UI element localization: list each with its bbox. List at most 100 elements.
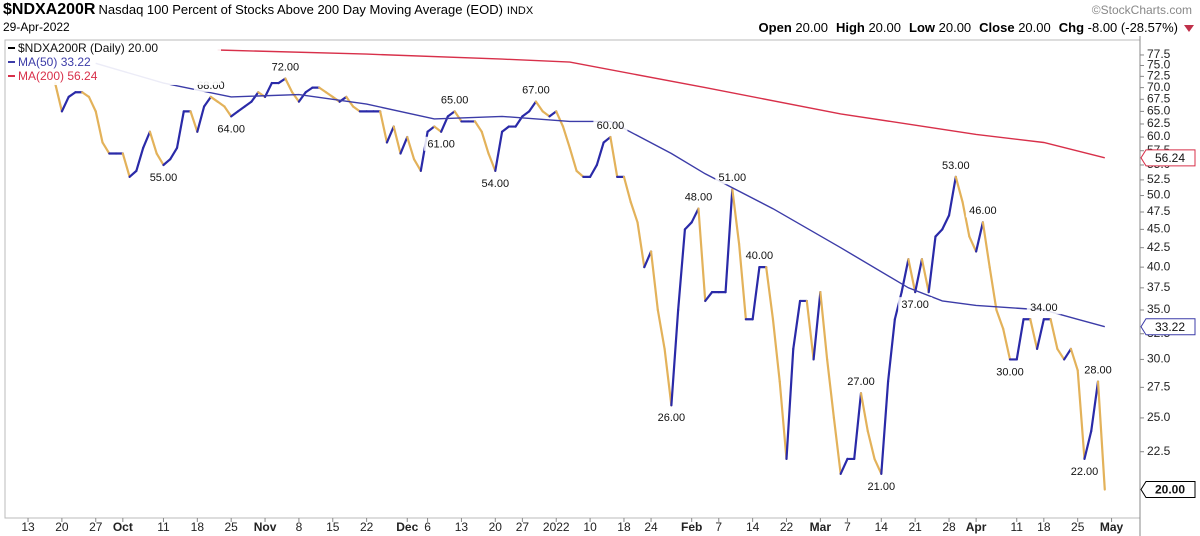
price-segment bbox=[907, 258, 917, 294]
quote-name: Low bbox=[909, 20, 935, 35]
price-segment bbox=[521, 110, 531, 118]
price-segment bbox=[981, 221, 991, 269]
price-segment bbox=[351, 105, 361, 113]
price-segment bbox=[318, 86, 328, 94]
price-segment bbox=[121, 152, 131, 178]
price-segment bbox=[880, 380, 890, 475]
price-segment bbox=[209, 95, 219, 103]
quote-name: Open bbox=[758, 20, 792, 35]
price-segment bbox=[1035, 318, 1045, 351]
last-value-tag: 56.24 bbox=[1140, 149, 1196, 167]
price-segment bbox=[473, 120, 483, 133]
price-segment bbox=[737, 242, 747, 321]
quote-percent: (-28.57%) bbox=[1120, 20, 1178, 35]
y-tick-label: 22.5 bbox=[1147, 444, 1171, 458]
last-value-tag: 33.22 bbox=[1140, 318, 1196, 336]
price-segment bbox=[900, 258, 910, 294]
price-segment bbox=[1015, 318, 1025, 361]
date: 29-Apr-2022 bbox=[3, 20, 70, 34]
price-segment bbox=[304, 86, 314, 94]
price-segment bbox=[785, 347, 795, 461]
annotation-box bbox=[424, 136, 459, 151]
y-tick-label: 62.5 bbox=[1147, 116, 1171, 130]
x-tick-label: 8 bbox=[296, 520, 303, 534]
menu-arrow[interactable] bbox=[1184, 25, 1194, 32]
price-segment bbox=[771, 318, 781, 383]
x-tick-label: 7 bbox=[844, 520, 851, 534]
price-segment bbox=[412, 158, 422, 172]
price-segment bbox=[677, 228, 687, 312]
tag-label: 33.22 bbox=[1155, 320, 1185, 334]
price-segment bbox=[128, 169, 138, 178]
x-tick-label: 27 bbox=[516, 520, 530, 534]
price-segment bbox=[765, 266, 775, 321]
price-segment bbox=[731, 188, 741, 246]
price-segment bbox=[379, 110, 389, 144]
y-tick-label: 35.0 bbox=[1147, 302, 1171, 316]
symbol: $NDXA200R bbox=[3, 1, 96, 18]
y-tick-label: 72.5 bbox=[1147, 69, 1171, 83]
price-segment bbox=[480, 130, 490, 155]
price-segment bbox=[284, 77, 294, 94]
price-segment bbox=[602, 135, 612, 144]
annotation-box bbox=[478, 175, 513, 190]
price-segment bbox=[426, 125, 436, 133]
annotation: 21.00 bbox=[868, 481, 896, 493]
x-tick-label: 25 bbox=[1071, 520, 1085, 534]
price-segment bbox=[175, 110, 185, 150]
plot-frame bbox=[4, 39, 1141, 519]
price-segment bbox=[60, 95, 70, 113]
price-segment bbox=[81, 91, 91, 99]
price-segment bbox=[1029, 318, 1039, 351]
quote-value: 20.00 bbox=[868, 20, 901, 35]
legend-name: $NDXA200R (Daily) bbox=[18, 41, 125, 55]
price-segment bbox=[595, 141, 605, 167]
price-segment bbox=[1076, 369, 1086, 461]
annotation-box bbox=[965, 203, 1000, 218]
tag-box bbox=[1140, 481, 1196, 499]
annotation-box bbox=[843, 374, 878, 389]
y-tick-label: 67.5 bbox=[1147, 91, 1171, 105]
price-segment bbox=[934, 228, 944, 238]
price-segment bbox=[216, 100, 226, 108]
price-segment bbox=[169, 146, 179, 161]
price-segment bbox=[622, 175, 632, 204]
price-segment bbox=[555, 110, 565, 128]
price-segment bbox=[995, 308, 1005, 330]
exchange: INDX bbox=[506, 5, 534, 17]
annotation: 46.00 bbox=[969, 205, 997, 217]
annotation: 64.00 bbox=[217, 123, 245, 135]
y-tick-label: 25.0 bbox=[1147, 410, 1171, 424]
y-tick-label: 50.0 bbox=[1147, 188, 1171, 202]
price-segment bbox=[189, 110, 199, 133]
price-segment bbox=[453, 110, 463, 123]
quote-value: 20.00 bbox=[795, 20, 828, 35]
annotation: 37.00 bbox=[901, 299, 929, 311]
annotation-box bbox=[268, 59, 303, 74]
annotation: 60.00 bbox=[597, 120, 625, 132]
annotation-box bbox=[593, 118, 628, 133]
price-segment bbox=[649, 250, 659, 312]
price-segment bbox=[751, 266, 761, 321]
price-segment bbox=[1002, 327, 1012, 361]
price-segment bbox=[927, 235, 937, 294]
moving-average-line bbox=[217, 49, 1105, 159]
price-segment bbox=[839, 457, 849, 475]
price-segment bbox=[920, 258, 930, 294]
annotation-box bbox=[1026, 300, 1061, 315]
price-segment bbox=[263, 81, 273, 99]
price-segment bbox=[494, 130, 504, 172]
price-segment bbox=[1063, 347, 1073, 361]
price-segment bbox=[101, 141, 111, 155]
price-segment bbox=[196, 105, 206, 133]
price-segment bbox=[1090, 380, 1100, 433]
legend-box bbox=[6, 41, 221, 85]
annotation-box bbox=[654, 410, 689, 425]
tag-box bbox=[1140, 149, 1196, 167]
x-tick-label: 27 bbox=[89, 520, 103, 534]
price-segment bbox=[941, 214, 951, 231]
x-tick-label: Dec bbox=[396, 520, 418, 534]
